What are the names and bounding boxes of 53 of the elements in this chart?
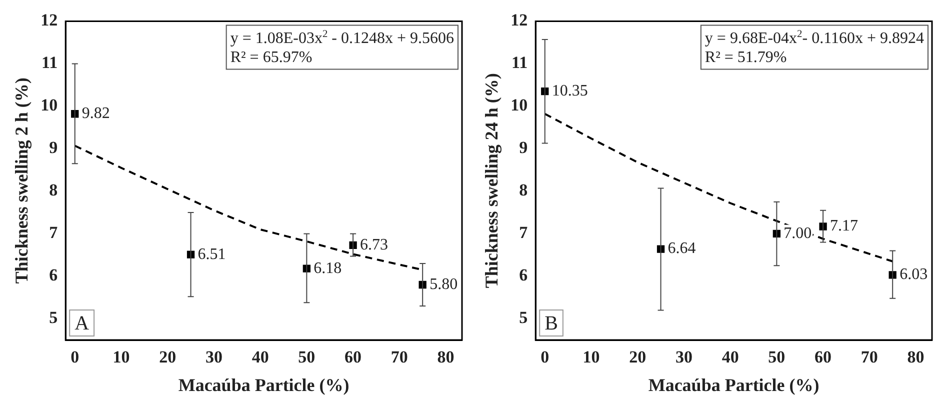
- data-label: 6.18: [314, 260, 342, 277]
- x-tick-label: 80: [437, 348, 454, 367]
- y-tick-label: 7: [49, 223, 58, 242]
- x-tick-label: 20: [159, 348, 176, 367]
- data-label: 9.82: [82, 105, 110, 122]
- y-tick-label: 6: [519, 266, 528, 285]
- x-tick-label: 10: [582, 348, 600, 367]
- y-tick-label: 9: [49, 138, 58, 158]
- data-label: 6.73: [360, 236, 388, 254]
- data-label: 6.64: [668, 240, 696, 258]
- y-tick-label: 7: [519, 223, 528, 242]
- y-axis-title: Thickness swelling 2 h (%): [11, 78, 32, 284]
- y-tick-label: 11: [42, 53, 58, 72]
- y-tick-label: 10: [40, 96, 58, 115]
- annotation: R² = 51.79%: [704, 49, 787, 66]
- x-tick-label: 40: [252, 348, 269, 367]
- y-tick-label: 11: [512, 53, 528, 72]
- x-tick-label: 50: [298, 348, 316, 367]
- x-tick-label: 60: [344, 348, 362, 367]
- data-label: 5.80: [430, 276, 458, 293]
- y-tick-label: 5: [519, 308, 528, 328]
- x-axis-title: Macaúba Particle (%): [648, 374, 820, 395]
- data-label: 7.00: [784, 224, 812, 242]
- y-tick-label: 5: [49, 308, 58, 328]
- y-tick-label: 12: [510, 10, 528, 30]
- x-tick-label: 30: [205, 348, 222, 367]
- y-tick-label: 6: [49, 266, 58, 285]
- data-label: 7.17: [830, 218, 858, 235]
- x-tick-label: 50: [768, 348, 786, 367]
- x-tick-label: 60: [814, 348, 832, 367]
- x-tick-label: 30: [675, 348, 692, 367]
- x-tick-label: 70: [860, 348, 878, 367]
- y-tick-label: 10: [510, 96, 528, 115]
- y-tick-label: 8: [49, 180, 58, 200]
- x-tick-label: 10: [112, 348, 130, 367]
- data-label: 10.35: [552, 82, 588, 100]
- y-tick-label: 8: [519, 180, 528, 200]
- x-tick-label: 70: [390, 348, 408, 367]
- x-tick-label: 20: [629, 348, 646, 367]
- data-label: 6.03: [900, 266, 928, 284]
- annotation: R² = 65.97%: [230, 49, 312, 66]
- x-axis-title: Macaúba Particle (%): [178, 374, 350, 395]
- y-tick-label: 9: [519, 138, 528, 158]
- data-label: 6.51: [198, 246, 226, 263]
- x-tick-label: 40: [722, 348, 739, 367]
- x-tick-label: 80: [907, 348, 924, 367]
- x-tick-label: 0: [540, 348, 550, 367]
- y-tick-label: 12: [40, 10, 58, 30]
- annotation: B: [544, 312, 558, 334]
- x-tick-label: 0: [70, 348, 80, 367]
- line-series: [544, 112, 894, 262]
- annotation: A: [74, 312, 90, 334]
- y-axis-title: Thickness swelling 24 h (%): [481, 73, 502, 288]
